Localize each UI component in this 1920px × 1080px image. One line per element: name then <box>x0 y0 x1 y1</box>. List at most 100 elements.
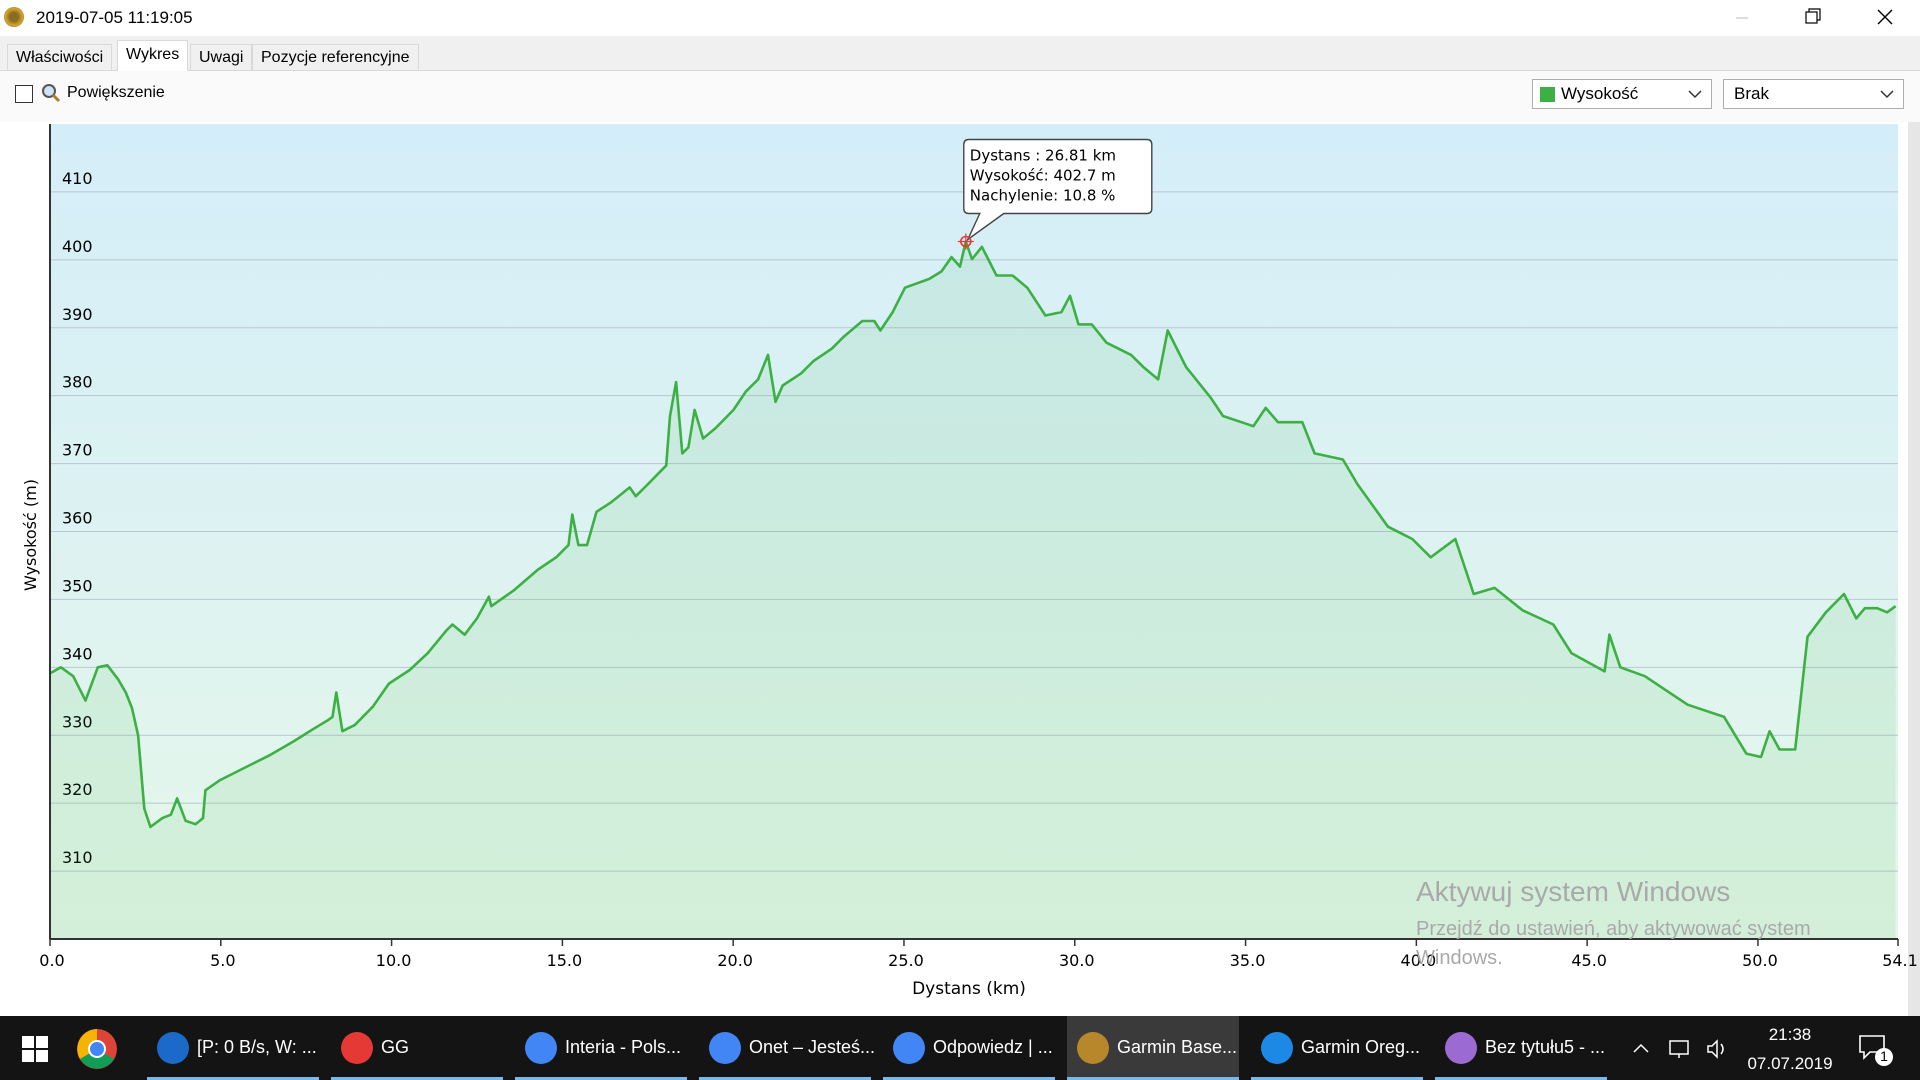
notification-count: 1 <box>1880 1048 1888 1064</box>
taskbar-item[interactable]: Garmin Base... <box>1067 1016 1239 1080</box>
x-tick-label: 25.0 <box>888 951 924 970</box>
legend-swatch <box>1540 87 1555 102</box>
x-tick-label: 45.0 <box>1571 951 1607 970</box>
taskbar-label: Bez tytułu5 - ... <box>1485 1037 1606 1057</box>
taskbar-icon <box>1445 1032 1477 1064</box>
x-tick-label: 0.0 <box>39 951 64 970</box>
running-indicator <box>1067 1077 1239 1080</box>
tab[interactable]: Pozycje referencyjne <box>252 44 419 70</box>
taskbar-label: Onet – Jesteś... <box>749 1037 876 1057</box>
taskbar-label: [P: 0 B/s, W: ... <box>197 1037 317 1057</box>
clock-time[interactable]: 21:38 <box>1768 1025 1812 1044</box>
x-tick-label: 40.0 <box>1401 951 1437 970</box>
tooltip: Dystans : 26.81 km Wysokość: 402.7 m Nachy… <box>957 138 1153 250</box>
taskbar-item[interactable]: Odpowiedz | ... <box>883 1016 1055 1080</box>
x-tick-label: 54.1 <box>1882 951 1918 970</box>
start-button[interactable] <box>22 1036 48 1062</box>
taskbar-label: Odpowiedz | ... <box>933 1037 1053 1057</box>
zoom-checkbox[interactable] <box>15 85 33 103</box>
taskbar-label: GG <box>381 1037 410 1057</box>
zoom-label: Powiększenie <box>67 84 165 101</box>
area-fill <box>50 241 1896 939</box>
y-tick-label: 400 <box>62 237 93 256</box>
taskbar-icon <box>1077 1032 1109 1064</box>
taskbar-item[interactable]: Garmin Oreg... <box>1251 1016 1423 1080</box>
y-tick-label: 330 <box>62 712 93 731</box>
tooltip-line: Nachylenie: 10.8 % <box>970 186 1116 204</box>
taskbar-icon <box>893 1032 925 1064</box>
taskbar-item[interactable]: [P: 0 B/s, W: ... <box>147 1016 319 1080</box>
x-tick-label: 30.0 <box>1059 951 1095 970</box>
activation-title: Aktywuj system Windows <box>1416 876 1731 907</box>
y-tick-label: 370 <box>62 441 93 460</box>
magnifier-icon <box>42 84 61 103</box>
taskbar-label: Garmin Base... <box>1117 1037 1238 1057</box>
x-tick-label: 20.0 <box>717 951 753 970</box>
second-select[interactable]: Brak <box>1723 79 1904 109</box>
x-tick-label: 50.0 <box>1742 951 1778 970</box>
tooltip-line: Dystans : 26.81 km <box>970 146 1116 164</box>
taskbar-item[interactable]: Interia - Pols... <box>515 1016 687 1080</box>
tab-active[interactable]: Wykres <box>117 40 189 71</box>
x-tick-label: 15.0 <box>547 951 583 970</box>
x-tick-label: 35.0 <box>1230 951 1266 970</box>
tooltip-line: Wysokość: 402.7 m <box>970 166 1116 184</box>
running-indicator <box>883 1077 1055 1080</box>
taskbar-item[interactable]: Bez tytułu5 - ... <box>1435 1016 1607 1080</box>
running-indicator <box>515 1077 687 1080</box>
y-tick-label: 320 <box>62 780 93 799</box>
title-bar: 2019-07-05 11:19:05 <box>0 0 1920 36</box>
y-axis-label: Wysokość (m) <box>21 479 40 591</box>
app-icon <box>4 7 24 27</box>
window-title: 2019-07-05 11:19:05 <box>36 8 193 27</box>
y-tick-label: 360 <box>62 509 93 528</box>
x-tick-label: 10.0 <box>376 951 412 970</box>
taskbar-icon <box>1261 1032 1293 1064</box>
running-indicator <box>1435 1077 1607 1080</box>
taskbar-icon <box>157 1032 189 1064</box>
tab[interactable]: Uwagi <box>190 44 253 70</box>
running-indicator <box>147 1077 319 1080</box>
chrome-pinned[interactable] <box>76 1028 118 1070</box>
second-select-label: Brak <box>1734 84 1769 103</box>
highlight-cross <box>957 233 974 250</box>
running-indicator <box>1251 1077 1423 1080</box>
toolbar: Powiększenie Wysokość Brak <box>0 71 1920 122</box>
tooltip-box <box>963 138 1153 242</box>
running-indicator <box>699 1077 871 1080</box>
series-select[interactable]: Wysokość <box>1532 79 1712 109</box>
x-axis-label: Dystans (km) <box>912 979 1026 999</box>
y-tick-label: 380 <box>62 373 93 392</box>
taskbar-icon <box>341 1032 373 1064</box>
clock-date[interactable]: 07.07.2019 <box>1747 1054 1833 1073</box>
panel-edge <box>1908 122 1920 1016</box>
restore-button[interactable] <box>1784 0 1844 36</box>
activation-text: Przejdź do ustawień, aby aktywować syste… <box>1416 918 1811 969</box>
y-tick-label: 310 <box>62 848 93 867</box>
y-tick-label: 390 <box>62 305 93 324</box>
running-indicator <box>331 1077 503 1080</box>
tab[interactable]: Właściwości <box>7 44 113 70</box>
chart: Wysokość (m) Dystans (km) 310 320 330 340 35… <box>21 122 1920 1016</box>
tray-icons[interactable] <box>1632 1038 1732 1060</box>
taskbar-label: Interia - Pols... <box>565 1037 682 1057</box>
notification-center[interactable] <box>1856 1030 1896 1070</box>
taskbar-icon <box>525 1032 557 1064</box>
taskbar-icon <box>709 1032 741 1064</box>
elevation-line <box>49 240 1897 829</box>
tab-bar: Właściwości Wykres Uwagi Pozycje referen… <box>0 36 1920 71</box>
close-button[interactable] <box>1854 0 1914 36</box>
taskbar-label: Garmin Oreg... <box>1301 1037 1421 1057</box>
y-tick-label: 340 <box>62 644 93 663</box>
dropdown-arrow <box>1880 90 1894 99</box>
taskbar-item[interactable]: Onet – Jesteś... <box>699 1016 875 1080</box>
taskbar-item[interactable]: GG <box>331 1016 503 1080</box>
taskbar: [P: 0 B/s, W: ... GG Interia - Pols... Onet… <box>0 1016 1920 1080</box>
y-tick-label: 350 <box>62 576 93 595</box>
minimize-button[interactable] <box>1712 0 1772 36</box>
dropdown-arrow <box>1688 90 1702 99</box>
y-tick-label: 410 <box>62 169 93 188</box>
x-tick-label: 5.0 <box>210 951 235 970</box>
legend-label: Wysokość <box>1561 84 1639 103</box>
